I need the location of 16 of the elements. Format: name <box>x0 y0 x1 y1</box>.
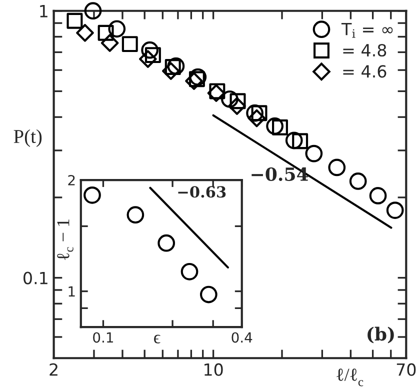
legend-label: = 4.8 <box>343 44 386 57</box>
x-tick-label: 10 <box>204 363 223 376</box>
x-tick-label: 0.4 <box>232 332 252 343</box>
x-tick-label: 2 <box>50 363 58 376</box>
legend-label: T$_{i}$ = ∞ <box>341 23 393 38</box>
x-axis-title: ℓ/ℓc <box>336 368 364 386</box>
legend-label: = 4.6 <box>343 65 386 78</box>
annotation: −0.63 <box>178 186 226 198</box>
y-axis-title: P(t) <box>14 129 42 147</box>
annotation: −0.54 <box>252 167 308 181</box>
x-tick-label: 70 <box>396 363 416 376</box>
y-tick-label: 1 <box>40 5 48 18</box>
annotation: (b) <box>368 326 394 344</box>
x-axis-title: ϵ <box>154 334 160 344</box>
y-tick-label: 1 <box>68 286 75 297</box>
y-axis-title: ℓc − 1 <box>57 220 74 260</box>
